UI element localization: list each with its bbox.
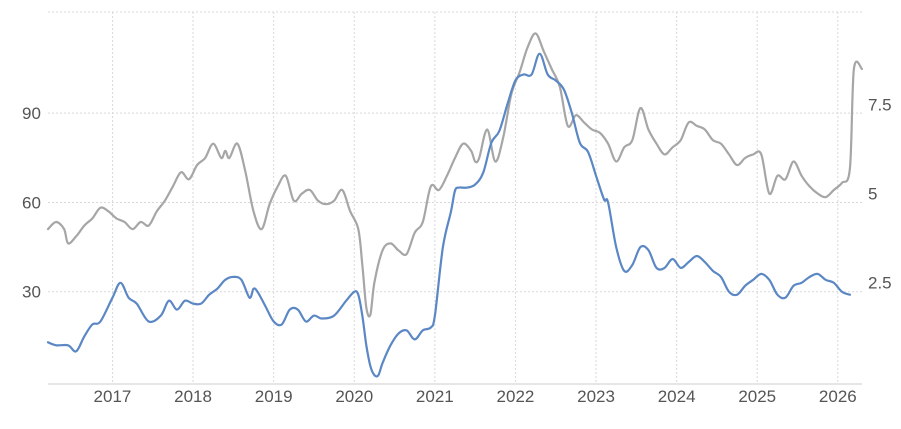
x-tick-label: 2026 (819, 387, 857, 406)
grid-layer (48, 11, 862, 385)
x-tick-label: 2022 (497, 387, 535, 406)
y-left-tick-label: 90 (22, 104, 41, 123)
y-right-tick-label: 2.5 (868, 274, 892, 293)
x-tick-label: 2025 (738, 387, 776, 406)
x-tick-label: 2023 (577, 387, 615, 406)
series-line-right-axis (46, 32, 864, 318)
x-tick-label: 2017 (94, 387, 132, 406)
y-left-tick-label: 30 (22, 283, 41, 302)
y-right-tick-label: 7.5 (868, 96, 892, 115)
y-left-tick-label: 60 (22, 193, 41, 212)
x-tick-label: 2020 (335, 387, 373, 406)
series-layer (46, 32, 864, 378)
x-tick-label: 2024 (658, 387, 696, 406)
x-tick-label: 2021 (416, 387, 454, 406)
y-right-tick-label: 5 (868, 185, 877, 204)
x-tick-label: 2018 (174, 387, 212, 406)
series-line-left-axis (46, 52, 851, 378)
x-tick-label: 2019 (255, 387, 293, 406)
label-layer: 2017 2018 2019 2020 2021 2022 2023 2024 2025 2026… (22, 96, 892, 406)
